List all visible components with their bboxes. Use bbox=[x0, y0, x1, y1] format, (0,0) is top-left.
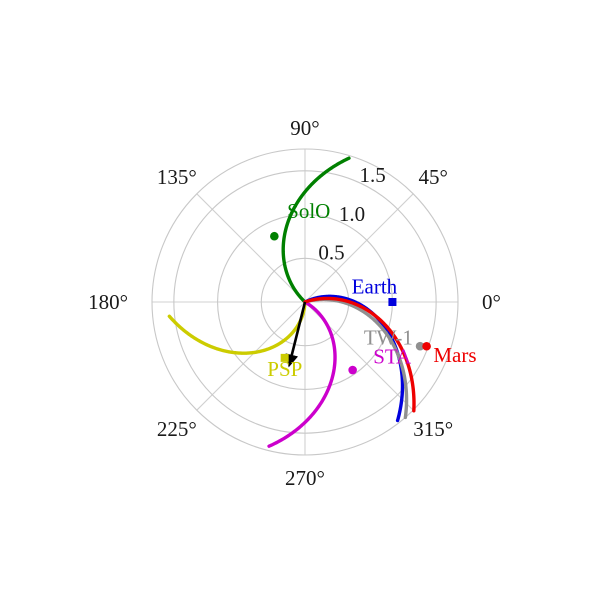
series-label-earth: Earth bbox=[352, 274, 398, 298]
series-label-tw-1: TW-1 bbox=[364, 325, 413, 349]
plot-text: 0° 45° 90° 135° 180° 225° 270° 315° 0.5 1.0 1.5 Sol… bbox=[88, 116, 501, 490]
theta-tick-135deg: 135° bbox=[157, 165, 197, 189]
theta-tick-225deg: 225° bbox=[157, 417, 197, 441]
direction-arrow bbox=[285, 301, 307, 368]
r-tick-1.5: 1.5 bbox=[359, 163, 385, 187]
spiral-mars bbox=[303, 296, 416, 413]
theta-tick-315deg: 315° bbox=[413, 417, 453, 441]
marker-sta bbox=[348, 365, 357, 375]
series-label-sta: STA bbox=[373, 344, 412, 368]
series-label-solo: SolO bbox=[287, 199, 330, 223]
series-label-psp: PSP bbox=[267, 357, 302, 381]
theta-tick-45deg: 45° bbox=[418, 165, 447, 189]
direction-arrow bbox=[285, 301, 307, 368]
marker-earth bbox=[388, 298, 397, 306]
marker-mars bbox=[422, 341, 431, 351]
marker-tw-1 bbox=[415, 341, 425, 351]
r-tick-0.5: 0.5 bbox=[318, 240, 344, 264]
spiral-solo bbox=[281, 156, 351, 304]
theta-tick-270deg: 270° bbox=[285, 466, 325, 490]
theta-tick-180deg: 180° bbox=[88, 290, 128, 314]
spiral-psp bbox=[167, 300, 307, 355]
theta-tick-0deg: 0° bbox=[482, 290, 501, 314]
series-label-mars: Mars bbox=[433, 343, 476, 367]
body-markers bbox=[270, 231, 431, 375]
spiral-sta bbox=[267, 300, 337, 448]
r-tick-1.0: 1.0 bbox=[339, 202, 365, 226]
theta-tick-90deg: 90° bbox=[290, 116, 319, 140]
spiral-curves bbox=[167, 156, 416, 448]
marker-psp bbox=[280, 353, 289, 362]
marker-solo bbox=[270, 231, 279, 241]
